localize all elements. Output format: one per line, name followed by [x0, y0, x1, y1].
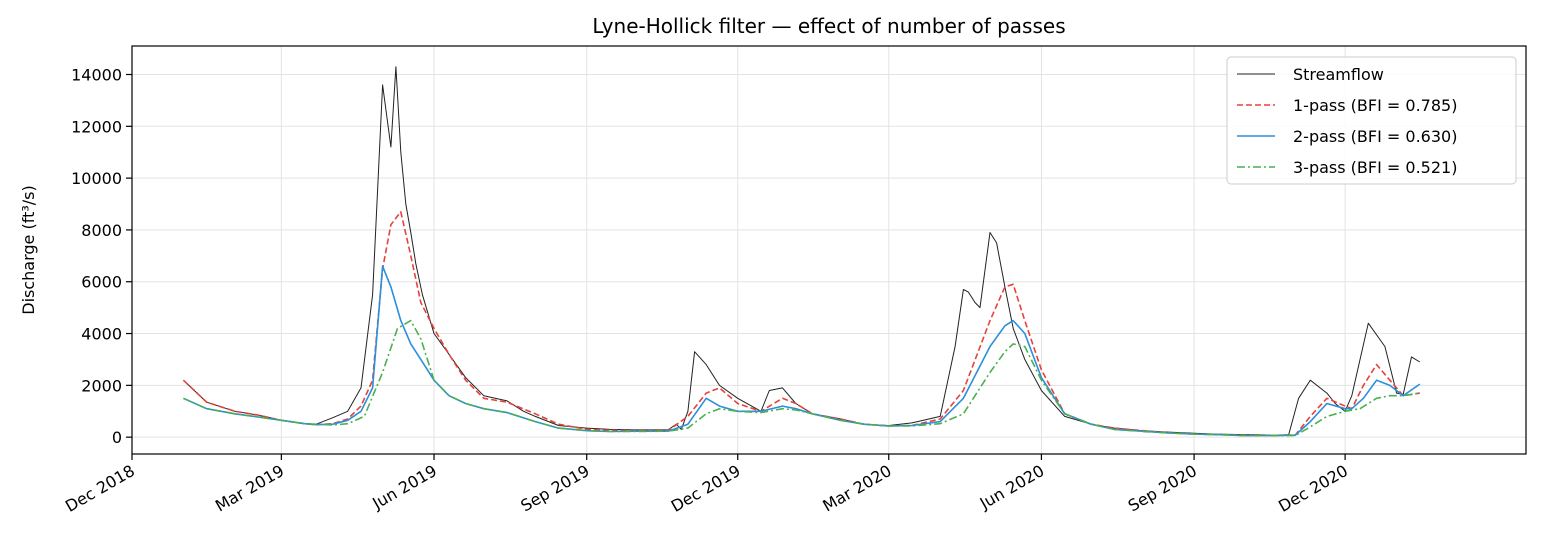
y-axis-label: Discharge (ft³/s) — [19, 185, 38, 314]
series-layer — [182, 66, 1421, 437]
legend-label: 1-pass (BFI = 0.785) — [1293, 96, 1457, 115]
y-tick-label: 0 — [112, 428, 122, 447]
y-tick-label: 12000 — [71, 117, 122, 136]
plot-frame — [131, 45, 1527, 455]
y-tick-label: 8000 — [81, 221, 122, 240]
legend-label: 3-pass (BFI = 0.521) — [1293, 158, 1457, 177]
legend-label: Streamflow — [1293, 65, 1384, 84]
y-axis: 0 2000 4000 6000 8000 10000 12000 14000 — [71, 65, 132, 447]
series-line-4 — [183, 319, 1420, 437]
y-tick-label: 10000 — [71, 169, 122, 188]
legend: Streamflow 1-pass (BFI = 0.785) 2-pass (BF… — [1226, 56, 1517, 185]
legend-box — [1226, 56, 1517, 185]
legend-label: 2-pass (BFI = 0.630) — [1293, 127, 1457, 146]
chart-title: Lyne-Hollick filter — effect of number o… — [592, 14, 1065, 38]
y-tick-label: 2000 — [81, 376, 122, 395]
y-tick-label: 6000 — [81, 273, 122, 292]
y-tick-label: 4000 — [81, 325, 122, 344]
y-tick-label: 14000 — [71, 65, 122, 84]
